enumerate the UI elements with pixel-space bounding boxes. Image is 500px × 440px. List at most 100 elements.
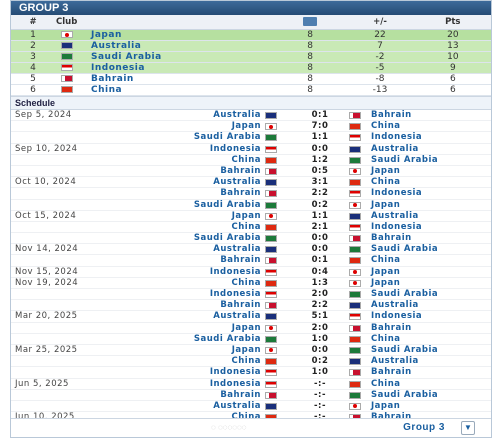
- away-team[interactable]: Saudi Arabia: [371, 289, 439, 299]
- match-score[interactable]: 2:2: [311, 300, 329, 311]
- match-score[interactable]: -:-: [314, 400, 326, 411]
- away-team[interactable]: Indonesia: [371, 311, 423, 322]
- standings-row[interactable]: 3 Saudi Arabia 8 -2 10: [11, 51, 491, 63]
- match-score[interactable]: 1:1: [311, 132, 329, 143]
- match-score[interactable]: 2:1: [311, 221, 329, 232]
- match-score[interactable]: 1:3: [311, 277, 329, 288]
- away-team[interactable]: China: [371, 121, 401, 132]
- match-row[interactable]: Mar 25, 2025 Japan 0:0 Saudi Arabia: [11, 344, 491, 357]
- away-team[interactable]: Australia: [371, 356, 419, 367]
- away-team[interactable]: China: [371, 378, 401, 389]
- club-name[interactable]: Australia: [91, 41, 142, 51]
- home-team[interactable]: Saudi Arabia: [193, 333, 261, 344]
- away-team[interactable]: Australia: [371, 210, 419, 221]
- row-club[interactable]: China: [55, 84, 275, 96]
- match-score[interactable]: 0:0: [311, 233, 329, 244]
- match-row[interactable]: Australia -:- Japan: [11, 400, 491, 413]
- home-team[interactable]: Japan: [231, 322, 261, 333]
- match-row[interactable]: Jun 5, 2025 Indonesia -:- China: [11, 379, 491, 390]
- away-team[interactable]: Bahrain: [371, 322, 412, 333]
- away-team[interactable]: Indonesia: [371, 188, 423, 199]
- standings-row[interactable]: 4 Indonesia 8 -5 9: [11, 62, 491, 74]
- match-row[interactable]: Sep 5, 2024 Australia 0:1 Bahrain: [11, 110, 491, 122]
- row-club[interactable]: Bahrain: [55, 73, 275, 85]
- club-name[interactable]: Saudi Arabia: [91, 52, 162, 62]
- home-team[interactable]: Bahrain: [220, 165, 261, 176]
- home-team[interactable]: China: [231, 277, 261, 288]
- home-team[interactable]: Bahrain: [220, 389, 261, 400]
- home-team[interactable]: Japan: [231, 121, 261, 132]
- match-row[interactable]: Indonesia 2:0 Saudi Arabia: [11, 289, 491, 301]
- match-score[interactable]: 2:2: [311, 188, 329, 199]
- match-row[interactable]: Oct 15, 2024 Japan 1:1 Australia: [11, 211, 491, 222]
- standings-row[interactable]: 6 China 8 -13 6: [11, 84, 491, 96]
- match-row[interactable]: Oct 10, 2024 Australia 3:1 China: [11, 177, 491, 189]
- match-score[interactable]: 1:1: [311, 210, 329, 221]
- match-row[interactable]: Sep 10, 2024 Indonesia 0:0 Australia: [11, 144, 491, 155]
- home-team[interactable]: China: [231, 356, 261, 367]
- away-team[interactable]: Saudi Arabia: [371, 244, 439, 255]
- away-team[interactable]: Japan: [371, 199, 401, 210]
- match-row[interactable]: China 1:2 Saudi Arabia: [11, 155, 491, 166]
- match-row[interactable]: Mar 20, 2025 Australia 5:1 Indonesia: [11, 311, 491, 323]
- home-team[interactable]: Saudi Arabia: [193, 132, 261, 143]
- match-score[interactable]: 1:0: [311, 367, 329, 378]
- match-row[interactable]: Nov 15, 2024 Indonesia 0:4 Japan: [11, 267, 491, 278]
- away-team[interactable]: Japan: [371, 400, 401, 411]
- away-team[interactable]: Indonesia: [371, 221, 423, 232]
- home-team[interactable]: China: [231, 154, 261, 165]
- away-team[interactable]: Bahrain: [371, 367, 412, 378]
- home-team[interactable]: Australia: [213, 244, 261, 255]
- match-score[interactable]: 0:0: [311, 244, 329, 255]
- match-row[interactable]: Saudi Arabia 1:1 Indonesia: [11, 132, 491, 144]
- match-score[interactable]: 0:1: [311, 255, 329, 266]
- home-team[interactable]: Indonesia: [209, 266, 261, 277]
- away-team[interactable]: Saudi Arabia: [371, 344, 439, 355]
- club-name[interactable]: China: [91, 85, 123, 95]
- home-team[interactable]: Japan: [231, 344, 261, 355]
- away-team[interactable]: Japan: [371, 277, 401, 288]
- match-row[interactable]: Japan 7:0 China: [11, 121, 491, 133]
- home-team[interactable]: Bahrain: [220, 255, 261, 266]
- match-score[interactable]: -:-: [303, 412, 337, 422]
- match-row[interactable]: Saudi Arabia 1:0 China: [11, 334, 491, 345]
- club-name[interactable]: Japan: [91, 30, 122, 40]
- home-team[interactable]: Indonesia: [209, 378, 261, 389]
- match-row[interactable]: Saudi Arabia 0:0 Bahrain: [11, 233, 491, 245]
- home-team[interactable]: Australia: [213, 110, 261, 120]
- match-score[interactable]: 0:1: [311, 110, 329, 120]
- away-team[interactable]: Bahrain: [371, 233, 412, 244]
- row-club[interactable]: Indonesia: [55, 62, 275, 74]
- home-team[interactable]: Indonesia: [209, 289, 261, 299]
- home-team[interactable]: Indonesia: [209, 143, 261, 154]
- home-team[interactable]: Bahrain: [220, 300, 261, 311]
- match-score[interactable]: 0:0: [311, 344, 329, 355]
- home-team[interactable]: China: [231, 221, 261, 232]
- home-team[interactable]: Australia: [213, 400, 261, 411]
- match-score[interactable]: 2:0: [311, 322, 329, 333]
- match-row[interactable]: Bahrain 0:1 China: [11, 255, 491, 267]
- away-team[interactable]: Australia: [371, 143, 419, 154]
- home-team[interactable]: Saudi Arabia: [193, 233, 261, 244]
- match-row[interactable]: China 0:2 Australia: [11, 356, 491, 368]
- away-team[interactable]: Saudi Arabia: [371, 389, 439, 400]
- home-team[interactable]: Japan: [231, 210, 261, 221]
- match-score[interactable]: 7:0: [311, 121, 329, 132]
- home-team[interactable]: Indonesia: [209, 367, 261, 378]
- row-club[interactable]: Australia: [55, 40, 275, 52]
- away-team[interactable]: Indonesia: [371, 132, 423, 143]
- match-score[interactable]: -:-: [314, 389, 326, 400]
- club-name[interactable]: Bahrain: [91, 74, 134, 84]
- away-team[interactable]: China: [371, 255, 401, 266]
- match-score[interactable]: 0:4: [311, 266, 329, 277]
- row-club[interactable]: Japan: [55, 29, 275, 41]
- match-row[interactable]: Nov 19, 2024 China 1:3 Japan: [11, 278, 491, 289]
- club-name[interactable]: Indonesia: [91, 63, 145, 73]
- match-row[interactable]: Bahrain 2:2 Indonesia: [11, 188, 491, 200]
- away-team[interactable]: Japan: [371, 266, 401, 277]
- away-team[interactable]: Japan: [371, 165, 401, 176]
- row-club[interactable]: Saudi Arabia: [55, 51, 275, 63]
- match-score[interactable]: 1:0: [311, 333, 329, 344]
- match-score[interactable]: 5:1: [311, 311, 329, 322]
- away-team[interactable]: Bahrain: [371, 412, 412, 422]
